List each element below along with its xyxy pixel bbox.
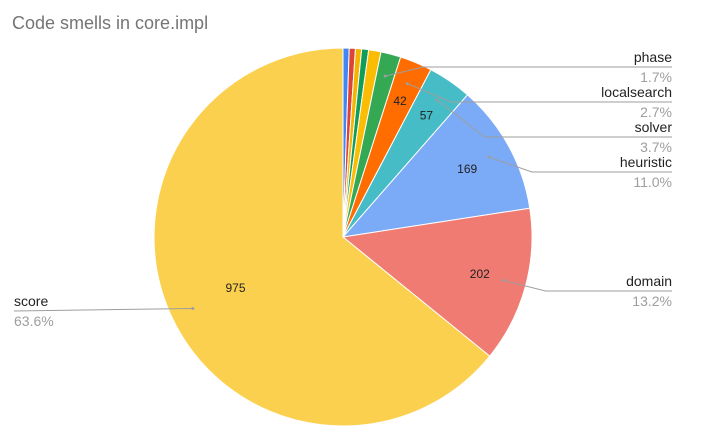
leader-line-domain [503,280,672,292]
chart-title: Code smells in core.impl [12,13,208,33]
percent-label-domain: 13.2% [632,293,672,309]
legend-label-localsearch: localsearch [601,84,672,100]
percent-label-heuristic: 11.0% [633,174,672,190]
legend-label-domain: domain [626,273,672,289]
pie-slice-heuristic [341,94,531,238]
leader-dot-score [191,307,195,310]
leader-line-localsearch [407,83,672,103]
percent-label-phase: 1.7% [640,69,672,85]
data-label-heuristic: 169 [457,162,477,176]
percent-label-score: 63.6% [14,313,54,329]
leader-dot-localsearch [405,82,409,86]
data-label-solver: 57 [420,108,434,122]
legend-label-solver: solver [635,119,673,135]
leader-line-score [13,308,193,312]
legend-label-score: score [14,293,48,309]
legend-label-heuristic: heuristic [620,154,672,170]
leader-line-phase [385,66,672,77]
leader-dot-heuristic [487,155,491,159]
leader-dot-solver [435,98,439,102]
pie-slice-score [153,47,491,427]
data-label-domain: 202 [470,267,490,281]
leader-dot-domain [502,279,505,282]
data-label-score: 975 [225,281,245,295]
data-label-localsearch: 42 [393,94,407,108]
leader-lines [13,66,672,312]
percent-label-solver: 3.7% [640,139,672,155]
percent-label-localsearch: 2.7% [640,104,672,120]
slice-labels: phase 1.7% 42 localsearch 2.7% 57 solver 3.7% 16… [14,49,672,329]
legend-label-phase: phase [634,49,672,65]
leader-line-solver [436,99,672,138]
leader-line-heuristic [488,156,672,173]
pie-slices [153,47,533,427]
leader-dot-phase [383,74,387,78]
